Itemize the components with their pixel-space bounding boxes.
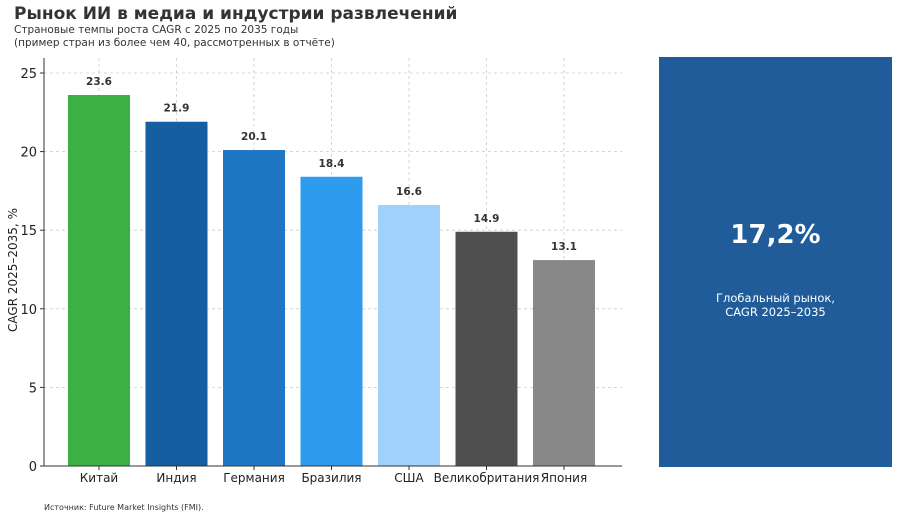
global-cagr-value: 17,2% <box>730 220 821 250</box>
x-tick-label: США <box>394 471 424 485</box>
data-label: 14.9 <box>474 213 500 225</box>
global-cagr-label-line-1: Глобальный рынок, <box>716 291 835 305</box>
x-tick-label: Япония <box>541 471 587 485</box>
data-label: 16.6 <box>396 186 422 198</box>
bar-1 <box>145 121 208 467</box>
x-tick-label: Бразилия <box>301 471 361 485</box>
y-tick-label: 5 <box>29 381 37 396</box>
y-tick-label: 15 <box>20 224 37 239</box>
y-tick-label: 10 <box>20 303 37 318</box>
global-cagr-label-line-2: CAGR 2025–2035 <box>725 305 826 319</box>
subtitle-line-2: (пример стран из более чем 40, рассмотре… <box>14 37 335 49</box>
y-tick-label: 20 <box>20 146 37 161</box>
bar-2 <box>223 150 285 466</box>
x-tick-label: Китай <box>80 471 118 485</box>
bar-5 <box>455 231 518 466</box>
bar-4 <box>378 205 440 466</box>
x-tick-label: Великобритания <box>434 471 540 485</box>
data-label: 20.1 <box>241 131 267 143</box>
x-tick-label: Индия <box>156 471 196 485</box>
page-title: Рынок ИИ в медиа и индустрии развлечений <box>14 4 458 24</box>
data-label: 18.4 <box>319 158 345 170</box>
global-cagr-panel: 17,2% Глобальный рынок, CAGR 2025–2035 <box>659 57 892 467</box>
bar-6 <box>533 260 595 466</box>
y-tick-label: 25 <box>20 67 37 82</box>
bar-0 <box>68 95 130 467</box>
y-axis-label: CAGR 2025–2035, % <box>6 208 20 332</box>
y-tick-label: 0 <box>29 460 37 475</box>
data-label: 21.9 <box>164 103 190 115</box>
global-cagr-label: Глобальный рынок, CAGR 2025–2035 <box>659 291 892 319</box>
data-label: 23.6 <box>86 76 112 88</box>
source-note: Источник: Future Market Insights (FMI). <box>44 503 204 512</box>
x-tick-label: Германия <box>223 471 285 485</box>
subtitle-line-1: Страновые темпы роста CAGR с 2025 по 203… <box>14 24 299 36</box>
bar-3 <box>300 176 363 466</box>
data-label: 13.1 <box>551 241 577 253</box>
